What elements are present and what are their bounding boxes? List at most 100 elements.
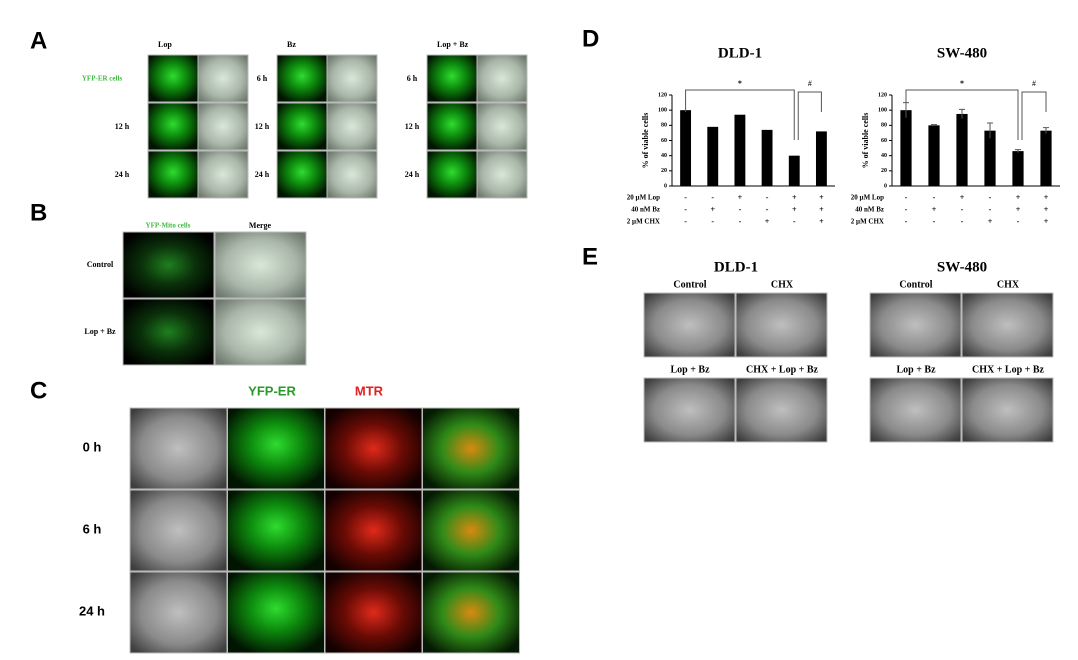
micrograph [326,54,378,103]
bracket [1021,91,1047,140]
image-label: Lop + Bz [896,364,936,375]
y-tick-label: 0 [664,183,667,189]
treatment-sign: + [988,217,993,226]
y-tick-label: 120 [878,92,887,98]
y-tick-label: 40 [661,153,667,159]
y-tick-label: 60 [661,138,667,144]
treatment-label: 20 µM Lop [851,194,884,202]
bracket [905,89,1019,140]
y-tick-label: 20 [881,168,887,174]
bar [815,131,827,186]
treatment-sign: + [1044,217,1049,226]
micrograph [643,292,736,358]
panel-label: C [30,377,47,404]
panel-label: E [582,243,598,270]
column-header: Lop [158,40,172,49]
micrograph [122,298,215,366]
treatment-sign: - [989,205,992,214]
treatment-label: 20 µM Lop [627,194,660,202]
micrograph [324,489,423,572]
image-label: Control [899,279,932,290]
treatment-sign: + [710,205,715,214]
micrograph [129,407,228,490]
bracket [797,91,822,140]
image-label: Lop + Bz [670,364,710,375]
micrograph [422,407,520,490]
treatment-label: 2 µM CHX [851,218,884,226]
treatment-sign: + [819,217,824,226]
treatment-sign: - [961,217,964,226]
y-axis-label: % of viable cells [861,113,870,169]
row-label: 6 h [257,74,268,83]
chart-title: SW-480 [937,45,987,61]
annotation: * [960,79,964,88]
micrograph [476,150,528,199]
y-tick-label: 120 [658,92,667,98]
bar [734,114,746,186]
micrograph [422,571,520,654]
micrograph [735,292,828,358]
annotation: * [738,79,742,88]
treatment-sign: - [905,217,908,226]
y-tick-label: 80 [881,123,887,129]
image-label: CHX + Lop + Bz [746,364,819,375]
column-header: Merge [249,221,272,230]
micrograph [227,407,325,490]
bar [788,155,800,186]
micrograph [426,150,478,199]
treatment-label: 40 nM Bz [631,206,660,214]
treatment-sign: - [961,205,964,214]
micrograph [227,489,325,572]
panel-label: B [30,199,47,226]
micrograph [735,377,828,443]
micrograph [122,231,215,299]
treatment-sign: + [1016,193,1021,202]
group-title: SW-480 [937,259,987,275]
treatment-sign: + [819,193,824,202]
micrograph [961,292,1054,358]
micrograph [227,571,325,654]
treatment-sign: + [765,217,770,226]
micrograph [422,489,520,572]
y-tick-label: 40 [881,153,887,159]
micrograph [869,292,962,358]
micrograph [276,54,328,103]
treatment-sign: + [819,205,824,214]
treatment-sign: - [766,205,769,214]
micrograph [197,54,249,103]
y-axis-label: % of viable cells [641,113,650,169]
treatment-sign: - [933,193,936,202]
bar [761,129,773,186]
error-bar [931,124,937,127]
treatment-sign: - [1017,217,1020,226]
treatment-sign: - [684,193,687,202]
row-label: 24 h [79,603,105,618]
bracket [685,89,795,140]
bar [984,130,996,186]
image-label: CHX [771,279,794,290]
micrograph [129,489,228,572]
treatment-sign: - [905,193,908,202]
column-header: Lop + Bz [437,40,469,49]
micrograph [961,377,1054,443]
row-label: 24 h [255,170,270,179]
y-tick-label: 100 [658,108,667,114]
row-label: 24 h [115,170,130,179]
row-label: Lop + Bz [84,327,116,336]
annotation: # [1032,79,1036,88]
y-tick-label: 0 [884,183,887,189]
row-label: 24 h [405,170,420,179]
image-label: Control [673,279,706,290]
panel-label: D [582,25,599,52]
micrograph [426,54,478,103]
treatment-sign: + [1044,193,1049,202]
micrograph [197,102,249,151]
treatment-sign: - [989,193,992,202]
treatment-sign: - [793,217,796,226]
micrograph [214,298,307,366]
treatment-sign: + [792,193,797,202]
error-bar [959,108,965,119]
row-label: 12 h [115,122,130,131]
treatment-sign: + [932,205,937,214]
